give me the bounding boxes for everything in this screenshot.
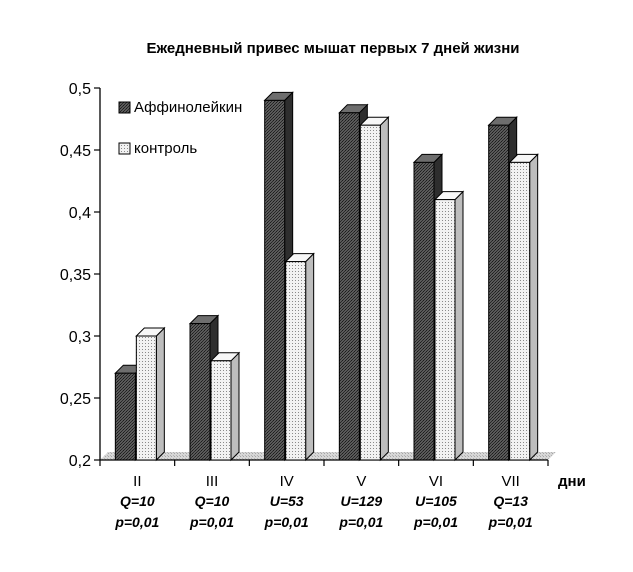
bar-control [284, 252, 315, 462]
bar-control [135, 326, 166, 462]
stat-p-label: p=0,01 [488, 514, 533, 530]
bar-front-face [264, 99, 286, 461]
stat-test-label: Q=10 [120, 493, 155, 509]
stat-p-label: p=0,01 [413, 514, 458, 530]
floor-plane [100, 452, 556, 460]
stat-p-label: p=0,01 [264, 514, 309, 530]
x-category-label: VII [501, 473, 519, 490]
x-category-label: VI [429, 473, 443, 490]
bar-front-face [285, 261, 307, 461]
bar-side-face [454, 190, 464, 462]
bar-side-face [230, 351, 240, 462]
stat-p-label: p=0,01 [189, 514, 234, 530]
bar-front-face [488, 124, 510, 461]
bar-front-face [359, 124, 381, 461]
y-tick-label: 0,45 [60, 143, 91, 160]
y-tick-label: 0,2 [69, 453, 91, 470]
chart-title: Ежедневный привес мышат первых 7 дней жи… [146, 40, 519, 57]
bar-front-face [413, 161, 435, 461]
stat-test-label: U=105 [415, 493, 457, 509]
stat-p-label: p=0,01 [114, 514, 159, 530]
stat-test-label: U=53 [270, 493, 304, 509]
y-tick-label: 0,3 [69, 329, 91, 346]
bar-front-face [434, 199, 456, 461]
category-labels: II Q=10 p=0,01 III Q=10 p=0,01 IV U=53 p=0,01 V U=… [114, 473, 533, 530]
bar-front-face [338, 112, 360, 461]
x-category-label: V [356, 473, 366, 490]
axes: 0,2 0,25 0,3 0,35 0,4 0,45 0,5 [60, 81, 549, 470]
bar-front-face [210, 360, 232, 461]
chart-floor [100, 452, 556, 460]
x-category-label: II [133, 473, 141, 490]
stat-test-label: U=129 [341, 493, 383, 509]
legend-swatch-affinoleukin [118, 101, 131, 114]
y-tick-label: 0,5 [69, 81, 91, 98]
bar-side-face [305, 252, 315, 462]
bar-front-face [189, 323, 211, 461]
bar-front-face [135, 335, 157, 461]
legend-label-control: контроль [134, 140, 197, 157]
x-category-label: IV [280, 473, 294, 490]
bar-front-face [114, 372, 136, 461]
y-tick-label: 0,4 [69, 205, 91, 222]
y-tick-label: 0,25 [60, 391, 91, 408]
legend-swatch-control [118, 142, 131, 155]
legend-label-affinoleukin: Аффинолейкин [134, 99, 242, 116]
stat-p-label: p=0,01 [338, 514, 383, 530]
x-axis-unit-label: дни [558, 473, 586, 490]
bar-control [359, 115, 390, 462]
stat-test-label: Q=10 [195, 493, 230, 509]
bar-front-face [509, 161, 531, 461]
bar-side-face [379, 115, 389, 462]
y-tick-label: 0,35 [60, 267, 91, 284]
legend: Аффинолейкин контроль [118, 99, 242, 157]
bars [114, 91, 539, 462]
x-category-label: III [206, 473, 219, 490]
bar-control [508, 153, 539, 462]
bar-control [209, 351, 241, 462]
bar-side-face [529, 153, 539, 462]
bar-control [433, 190, 465, 462]
stat-test-label: Q=13 [493, 493, 528, 509]
bar-side-face [155, 326, 165, 462]
